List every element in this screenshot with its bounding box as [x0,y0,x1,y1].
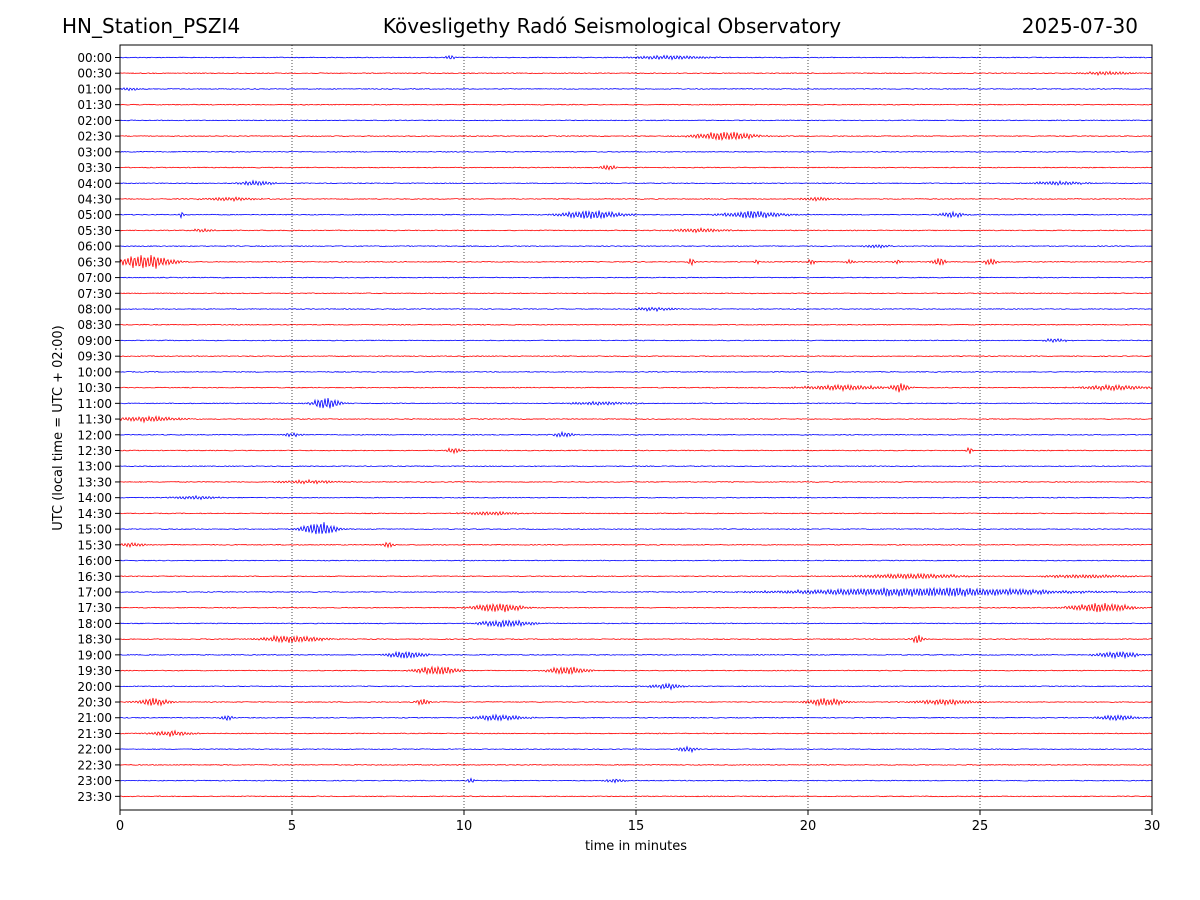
trace-line [119,478,1153,485]
y-tick-label: 11:30 [77,413,112,427]
trace-line [119,355,1153,358]
y-tick-label: 18:30 [77,633,112,647]
trace-line [119,665,1153,676]
y-tick-label: 08:00 [77,303,112,317]
x-axis: 0 5 10 15 20 25 30 [116,810,1160,834]
y-tick-label: 20:30 [77,696,112,710]
y-tick-label: 01:00 [77,82,112,96]
y-tick-label: 12:30 [77,444,112,458]
trace-line [120,209,1153,220]
y-tick-label: 04:00 [77,177,112,191]
x-tick-label: 25 [972,819,989,834]
y-tick-label: 17:30 [77,601,112,615]
x-tick-label: 5 [288,819,296,834]
y-tick-label: 03:30 [77,161,112,175]
y-tick-label: 21:30 [77,727,112,741]
y-tick-label: 23:00 [77,774,112,788]
trace-line [119,227,1153,234]
y-tick-label: 23:30 [77,790,112,804]
y-tick-label: 05:30 [77,224,112,238]
x-tick-label: 30 [1144,819,1161,834]
trace-line [119,559,1153,562]
trace-line [119,292,1153,295]
y-tick-label: 10:00 [77,365,112,379]
x-tick-label: 0 [116,819,124,834]
trace-line [119,729,1153,737]
grid-group [291,45,981,810]
y-tick-label: 13:00 [77,460,112,474]
y-tick-label: 03:00 [77,145,112,159]
y-tick-label: 07:30 [77,287,112,301]
y-tick-label: 12:00 [77,428,112,442]
trace-line [119,70,1152,76]
y-tick-label: 00:30 [77,67,112,81]
trace-line [119,745,1153,754]
y-tick-label: 22:00 [77,743,112,757]
y-tick-label: 15:30 [77,538,112,552]
trace-line [119,179,1153,187]
x-tick-label: 20 [800,819,817,834]
x-axis-label: time in minutes [585,839,687,854]
trace-line [119,619,1153,628]
trace-line [119,415,1153,424]
y-tick-label: 16:30 [77,570,112,584]
y-tick-label: 16:00 [77,554,112,568]
station-name: HN_Station_PSZI4 [62,14,241,38]
trace-line [119,87,1153,92]
y-tick-label: 02:30 [77,130,112,144]
trace-line [119,682,1153,691]
y-tick-label: 09:00 [77,334,112,348]
y-tick-label: 18:00 [77,617,112,631]
trace-line [119,196,1153,203]
trace-line [119,103,1153,106]
y-tick-label: 20:00 [77,680,112,694]
y-tick-label: 19:00 [77,648,112,662]
trace-line [119,795,1153,798]
x-tick-label: 10 [456,819,473,834]
y-tick-label: 22:30 [77,758,112,772]
chart-title: Kövesligethy Radó Seismological Observat… [382,14,842,38]
trace-line [119,164,1153,171]
y-tick-label: 13:30 [77,475,112,489]
y-tick-label: 09:30 [77,350,112,364]
y-tick-label: 14:30 [77,507,112,521]
y-tick-label: 19:30 [77,664,112,678]
y-tick-label: 06:30 [77,255,112,269]
y-tick-label: 01:30 [77,98,112,112]
y-tick-label: 00:00 [77,51,112,65]
y-tick-label: 04:30 [77,192,112,206]
y-tick-label: 06:00 [77,240,112,254]
y-tick-label: 07:00 [77,271,112,285]
y-tick-label: 21:00 [77,711,112,725]
y-tick-label: 02:00 [77,114,112,128]
trace-line [119,602,1153,613]
trace-line [119,276,1153,279]
y-tick-label: 17:00 [77,585,112,599]
y-axis-label: UTC (local time = UTC + 02:00) [51,325,66,530]
x-tick-label: 15 [628,819,645,834]
chart-date: 2025-07-30 [1021,14,1138,38]
trace-line [119,150,1153,153]
y-tick-label: 15:00 [77,523,112,537]
trace-line [119,522,1153,535]
y-tick-label: 11:00 [77,397,112,411]
y-tick-label: 08:30 [77,318,112,332]
y-tick-label: 05:00 [77,208,112,222]
y-tick-label: 14:00 [77,491,112,505]
y-tick-label: 10:30 [77,381,112,395]
trace-line [119,337,1153,344]
trace-line [119,541,1153,549]
